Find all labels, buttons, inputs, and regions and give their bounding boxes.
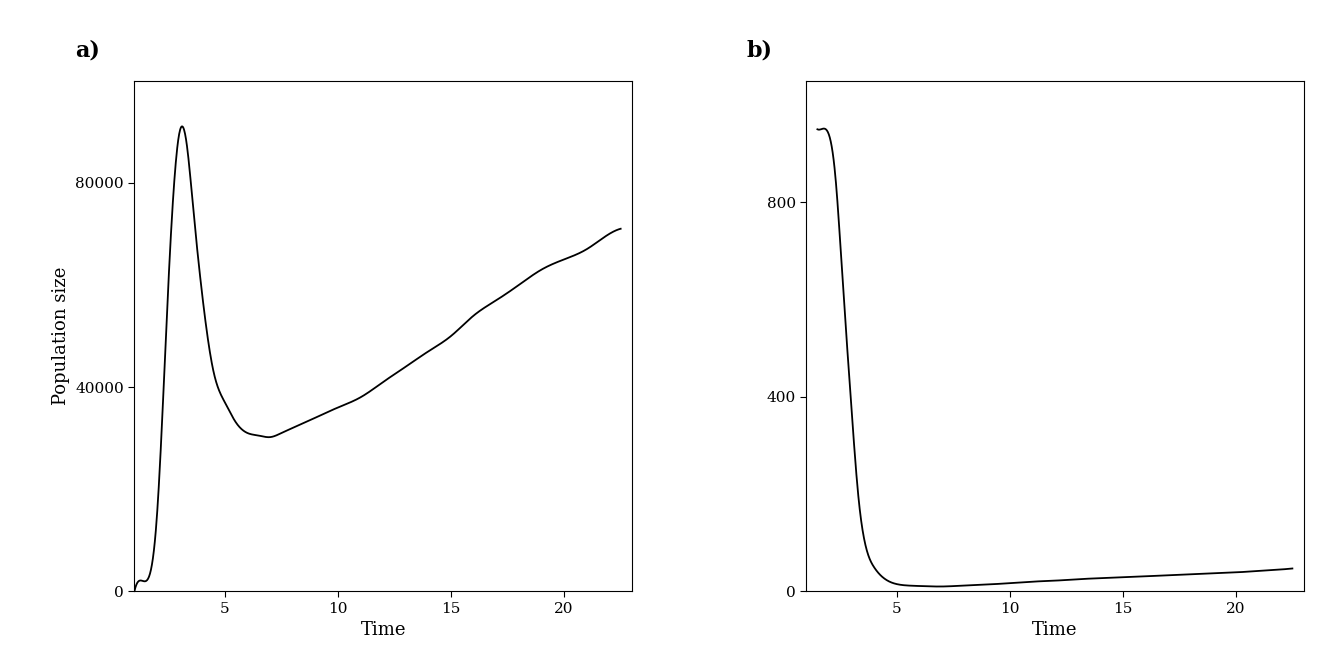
Text: b): b) [746, 40, 773, 62]
Y-axis label: Population size: Population size [51, 267, 70, 405]
Text: a): a) [75, 40, 99, 62]
X-axis label: Time: Time [1032, 622, 1078, 639]
X-axis label: Time: Time [360, 622, 406, 639]
